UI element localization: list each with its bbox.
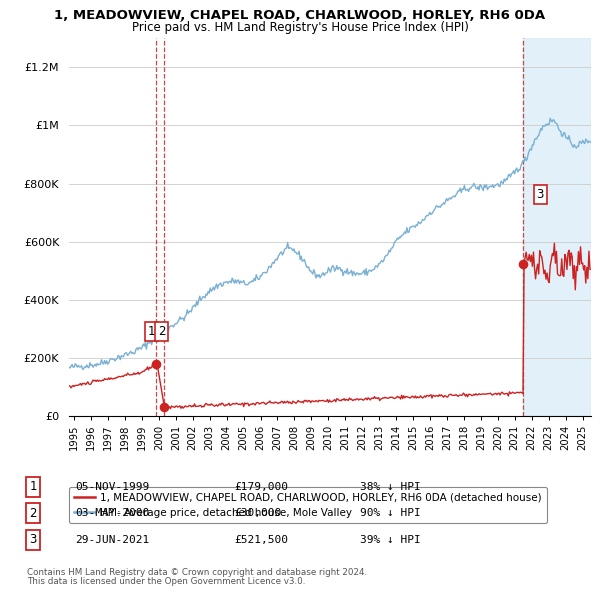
- Text: 3: 3: [29, 533, 37, 546]
- Text: 90% ↓ HPI: 90% ↓ HPI: [360, 509, 421, 518]
- Text: 2: 2: [29, 507, 37, 520]
- Text: 39% ↓ HPI: 39% ↓ HPI: [360, 535, 421, 545]
- Text: Contains HM Land Registry data © Crown copyright and database right 2024.: Contains HM Land Registry data © Crown c…: [27, 568, 367, 577]
- Text: 2: 2: [158, 325, 166, 338]
- Text: 05-NOV-1999: 05-NOV-1999: [75, 482, 149, 491]
- Text: £30,000: £30,000: [234, 509, 281, 518]
- Text: £521,500: £521,500: [234, 535, 288, 545]
- Text: Price paid vs. HM Land Registry's House Price Index (HPI): Price paid vs. HM Land Registry's House …: [131, 21, 469, 34]
- Text: 1, MEADOWVIEW, CHAPEL ROAD, CHARLWOOD, HORLEY, RH6 0DA: 1, MEADOWVIEW, CHAPEL ROAD, CHARLWOOD, H…: [55, 9, 545, 22]
- Text: 3: 3: [536, 188, 544, 201]
- Point: [518, 260, 528, 269]
- Bar: [523, 38, 591, 416]
- Text: 1: 1: [148, 325, 155, 338]
- Text: 38% ↓ HPI: 38% ↓ HPI: [360, 482, 421, 491]
- Point: [160, 402, 169, 412]
- Text: 29-JUN-2021: 29-JUN-2021: [75, 535, 149, 545]
- Text: £179,000: £179,000: [234, 482, 288, 491]
- Text: 1: 1: [29, 480, 37, 493]
- Point: [151, 359, 161, 369]
- Legend: 1, MEADOWVIEW, CHAPEL ROAD, CHARLWOOD, HORLEY, RH6 0DA (detached house), HPI: Av: 1, MEADOWVIEW, CHAPEL ROAD, CHARLWOOD, H…: [69, 487, 547, 523]
- Text: This data is licensed under the Open Government Licence v3.0.: This data is licensed under the Open Gov…: [27, 576, 305, 586]
- Text: 03-MAY-2000: 03-MAY-2000: [75, 509, 149, 518]
